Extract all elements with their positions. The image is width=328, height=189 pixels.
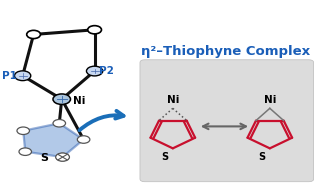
Polygon shape bbox=[23, 123, 84, 157]
Circle shape bbox=[56, 153, 69, 161]
FancyArrowPatch shape bbox=[79, 111, 124, 130]
Circle shape bbox=[14, 71, 31, 81]
Text: Ni: Ni bbox=[73, 96, 85, 106]
Circle shape bbox=[87, 66, 103, 76]
FancyBboxPatch shape bbox=[140, 60, 314, 182]
Circle shape bbox=[19, 148, 31, 155]
Circle shape bbox=[88, 26, 101, 34]
Text: P1: P1 bbox=[2, 71, 17, 81]
Text: η²–Thiophyne Complex: η²–Thiophyne Complex bbox=[141, 45, 311, 58]
Text: S: S bbox=[258, 152, 266, 162]
Circle shape bbox=[17, 127, 30, 135]
Text: S: S bbox=[40, 153, 49, 163]
Circle shape bbox=[53, 94, 71, 105]
Circle shape bbox=[56, 153, 70, 161]
Text: P2: P2 bbox=[99, 66, 114, 76]
Circle shape bbox=[27, 30, 40, 39]
Circle shape bbox=[53, 119, 66, 127]
Text: Ni: Ni bbox=[167, 95, 179, 105]
Text: Ni: Ni bbox=[264, 95, 276, 105]
Circle shape bbox=[77, 136, 90, 143]
Text: S: S bbox=[161, 152, 169, 162]
